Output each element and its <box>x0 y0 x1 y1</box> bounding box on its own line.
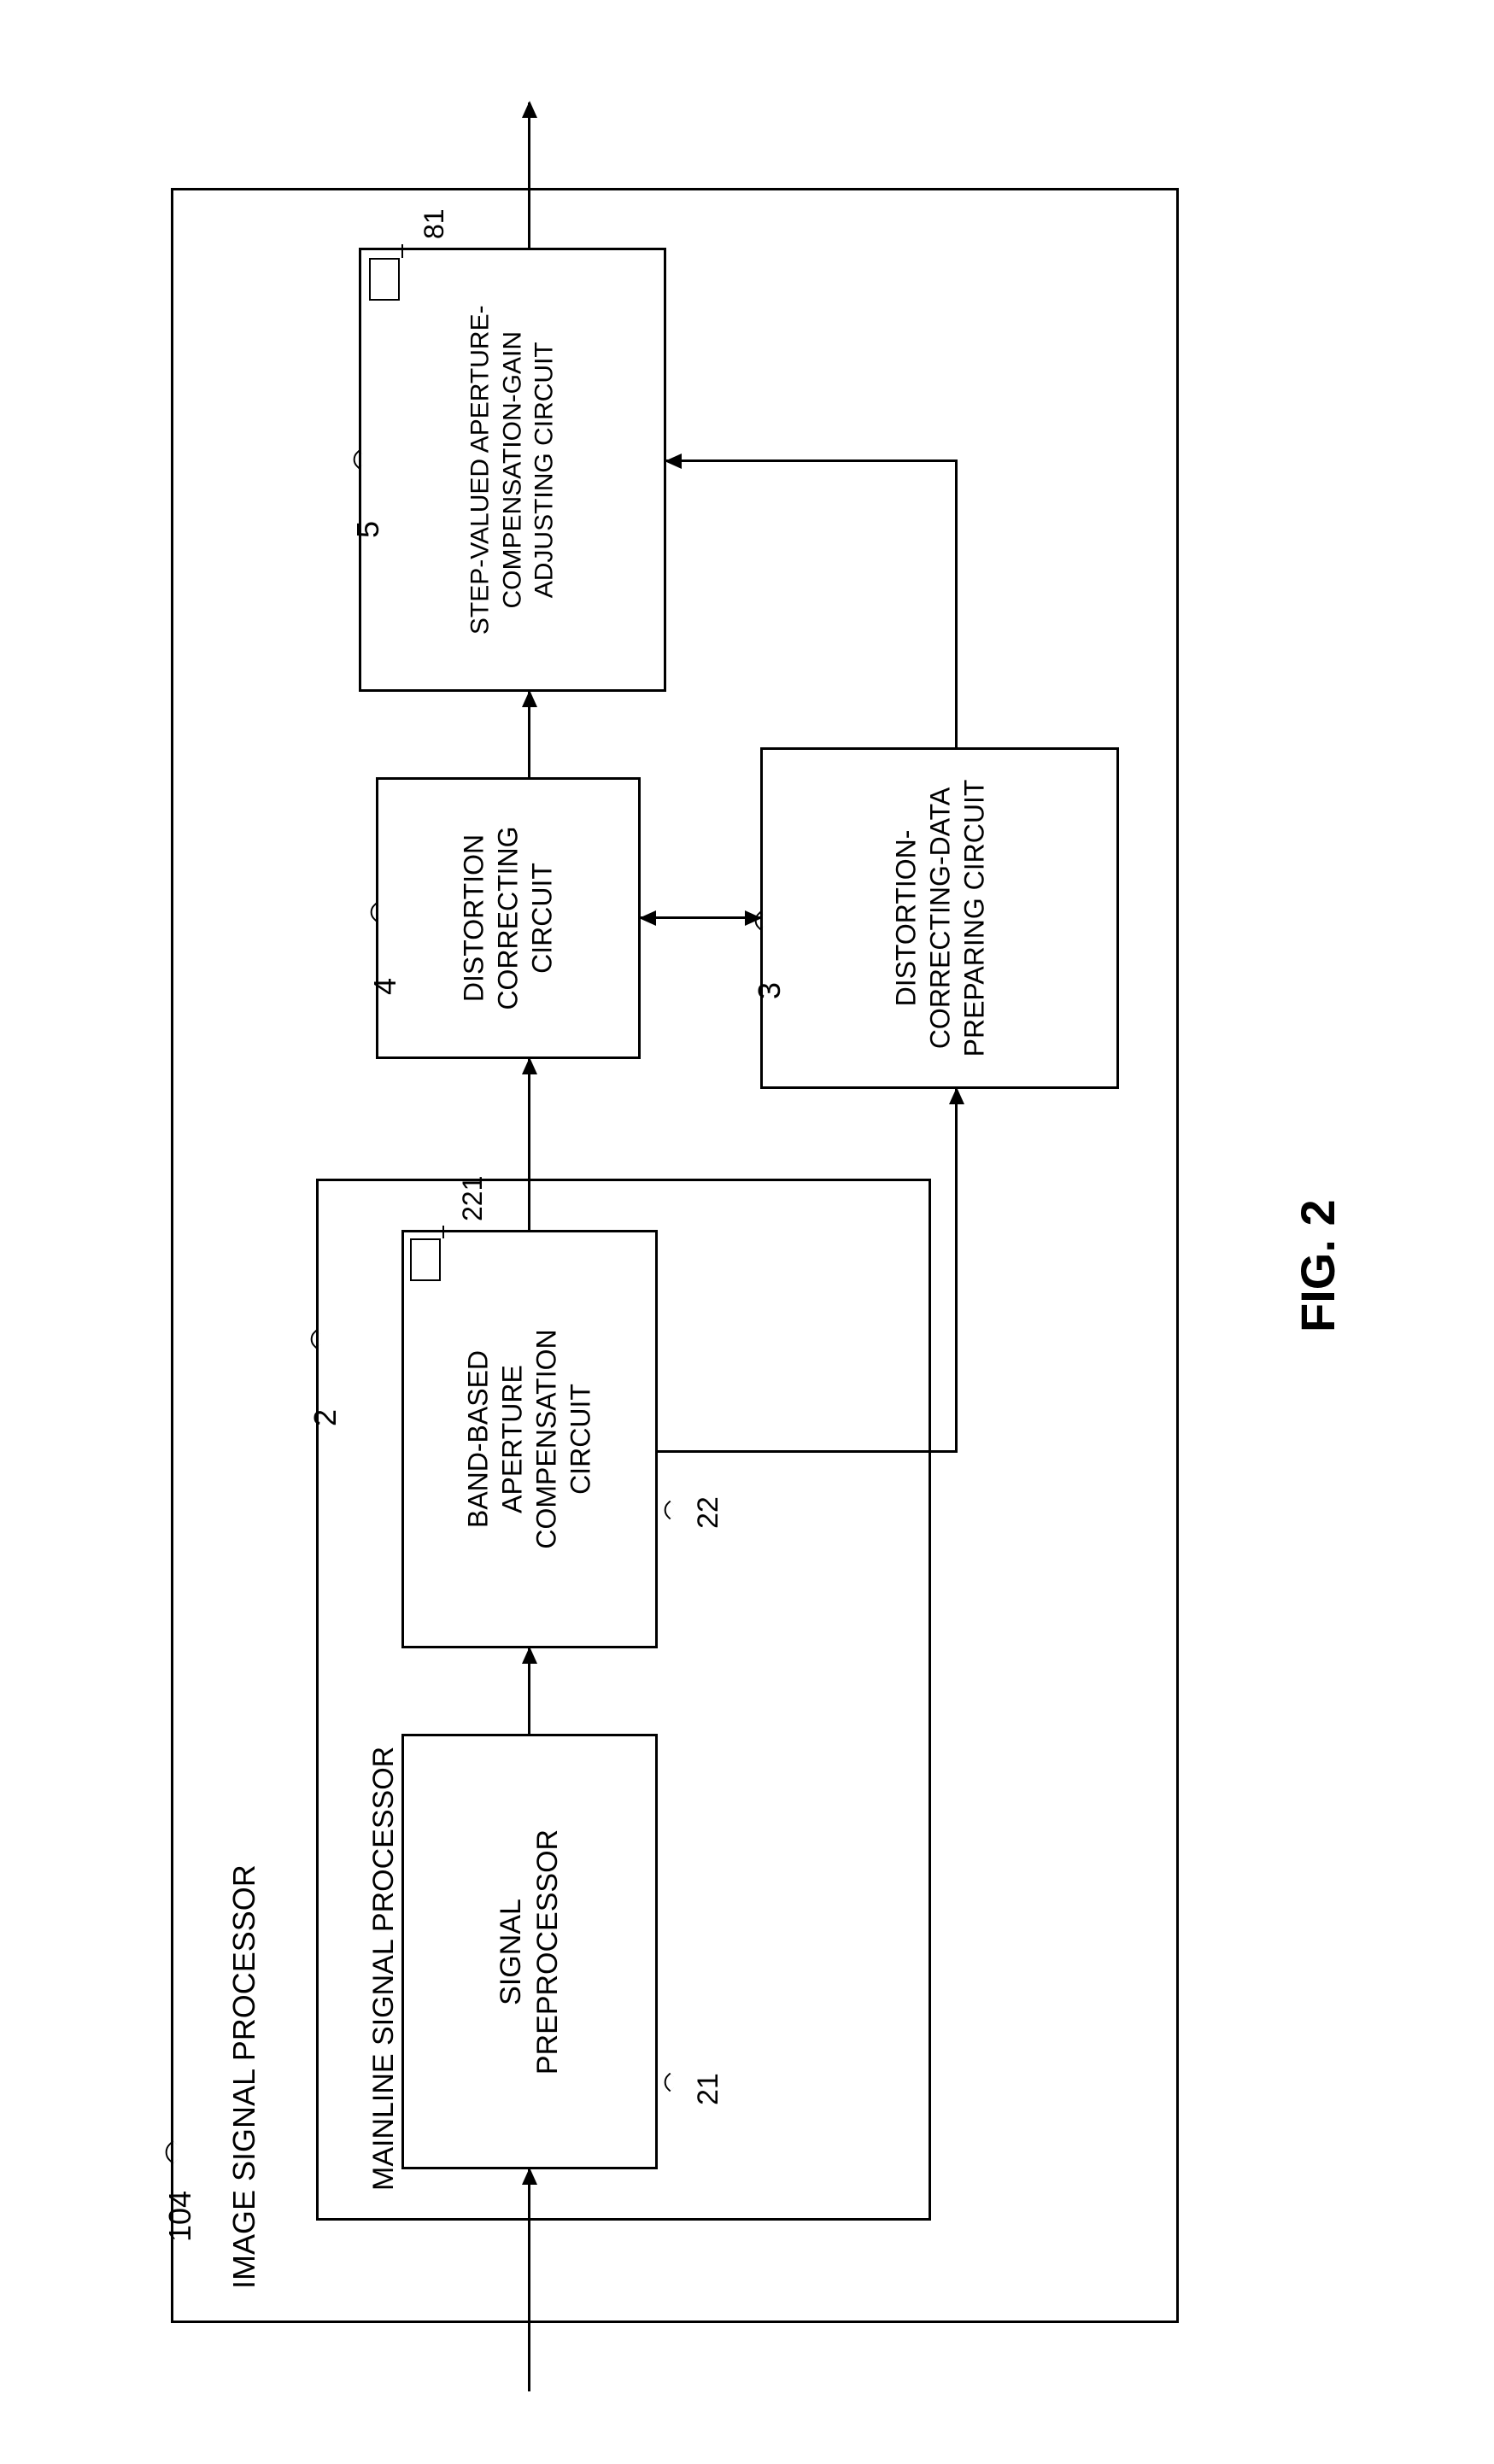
figure-label: FIG. 2 <box>1290 1199 1345 1332</box>
diagram-page: FIG. 2 IMAGE SIGNAL PROCESSOR 104 MAINLI… <box>34 34 1460 2430</box>
distortion-correcting-ref: 4 <box>367 978 403 995</box>
arrow-bandap-distcorr <box>528 1059 530 1230</box>
arrow-bandap-right <box>658 1450 958 1453</box>
arrow-output <box>528 102 530 248</box>
sub-line-81 <box>401 244 403 258</box>
mainline-signal-processor-ref: 2 <box>308 1409 343 1426</box>
arrow-bandap-distprep-head <box>949 1087 964 1104</box>
step-valued-aperture-ref: 5 <box>350 521 386 538</box>
arrow-bi-left-head <box>639 910 656 926</box>
arrow-preproc-bandap-head <box>522 1647 537 1664</box>
sub-ref-221: 221 <box>457 1176 489 1221</box>
step-valued-aperture-block: STEP-VALUED APERTURE-COMPENSATION-GAINAD… <box>359 248 666 692</box>
arrow-bandap-distcorr-head <box>522 1057 537 1074</box>
image-signal-processor-title: IMAGE SIGNAL PROCESSOR <box>226 1864 262 2289</box>
arrow-input <box>528 2169 530 2391</box>
arrow-distprep-up <box>955 461 958 747</box>
distortion-correcting-text: DISTORTIONCORRECTINGCIRCUIT <box>457 826 560 1010</box>
arrow-distprep-left <box>666 459 958 462</box>
band-based-aperture-block: BAND-BASEDAPERTURECOMPENSATIONCIRCUIT <box>401 1230 658 1648</box>
step-valued-aperture-text: STEP-VALUED APERTURE-COMPENSATION-GAINAD… <box>465 305 561 635</box>
arrow-output-head <box>522 101 537 118</box>
distortion-data-preparing-block: DISTORTION-CORRECTING-DATAPREPARING CIRC… <box>760 747 1119 1089</box>
arrow-distprep-distcorr <box>641 916 760 919</box>
arrow-bandap-up-to-distprep <box>955 1089 958 1453</box>
arrow-input-head <box>522 2168 537 2185</box>
mainline-signal-processor-title: MAINLINE SIGNAL PROCESSOR <box>367 1747 401 2191</box>
sub-box-81 <box>369 258 400 301</box>
signal-preprocessor-ref: 21 <box>692 2073 725 2105</box>
distortion-data-preparing-ref: 3 <box>752 982 788 999</box>
sub-line-221 <box>442 1226 444 1238</box>
arrow-distprep-stepval-head <box>665 454 682 469</box>
image-signal-processor-ref: 104 <box>162 2191 198 2242</box>
arrow-distcorr-stepval-head <box>522 690 537 707</box>
band-based-aperture-text: BAND-BASEDAPERTURECOMPENSATIONCIRCUIT <box>461 1329 598 1548</box>
band-based-aperture-ref: 22 <box>692 1496 725 1529</box>
signal-preprocessor-text: SIGNALPREPROCESSOR <box>494 1829 566 2074</box>
distortion-data-preparing-text: DISTORTION-CORRECTING-DATAPREPARING CIRC… <box>888 780 991 1057</box>
arrow-bi-right-head <box>745 910 762 926</box>
signal-preprocessor-block: SIGNALPREPROCESSOR <box>401 1734 658 2169</box>
sub-box-221 <box>410 1238 441 1281</box>
distortion-correcting-block: DISTORTIONCORRECTINGCIRCUIT <box>376 777 641 1059</box>
sub-ref-81: 81 <box>419 208 450 239</box>
figure-label-text: FIG. 2 <box>1291 1199 1345 1332</box>
